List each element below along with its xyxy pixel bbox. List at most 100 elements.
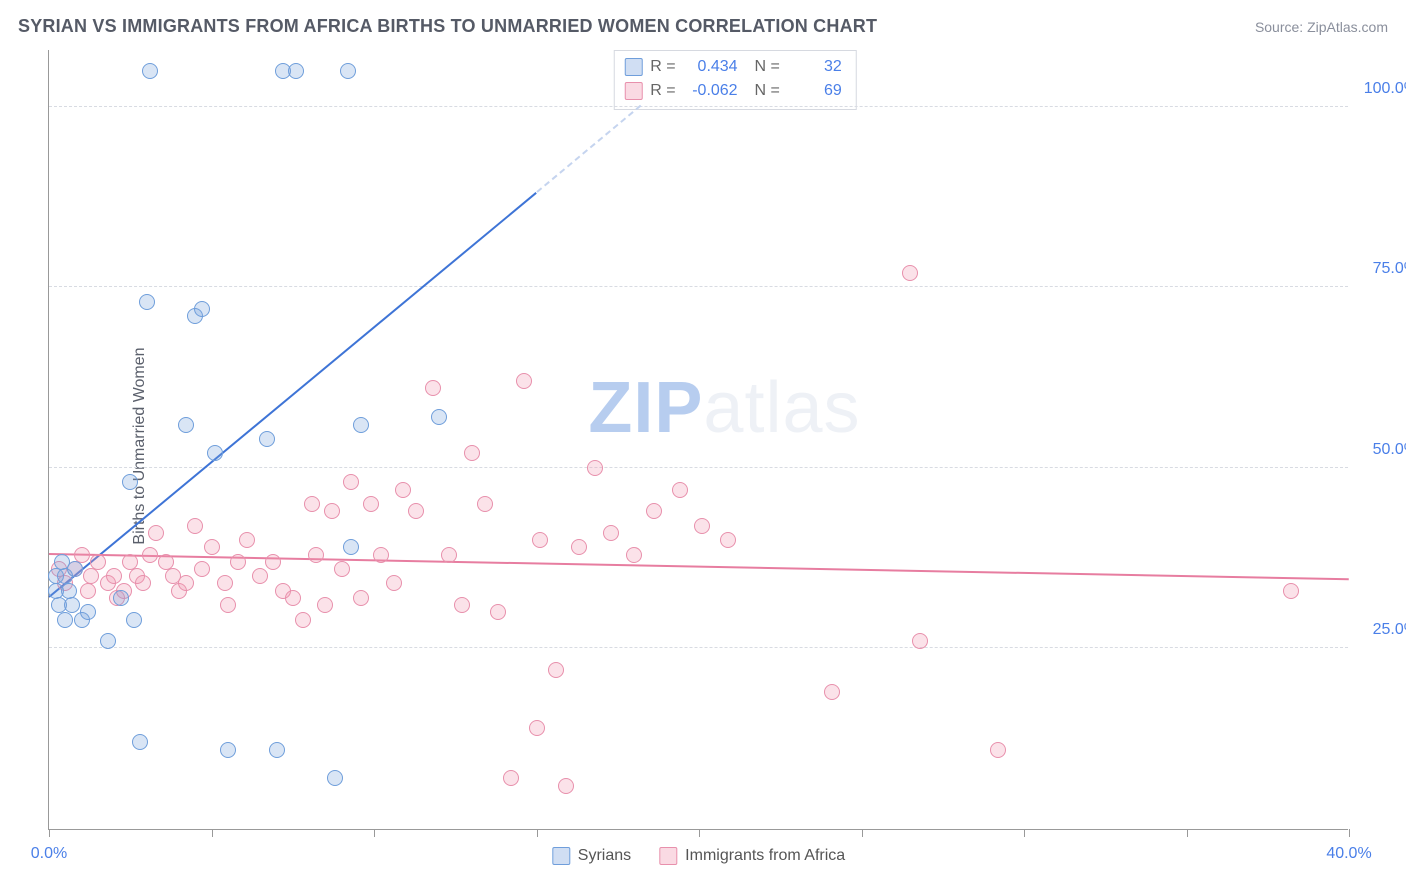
series-legend-africa: Immigrants from Africa xyxy=(659,847,845,865)
data-point-pink xyxy=(477,496,493,512)
trend-line xyxy=(48,192,537,598)
data-point-pink xyxy=(334,561,350,577)
x-tick xyxy=(49,829,50,837)
data-point-blue xyxy=(431,409,447,425)
data-point-pink xyxy=(106,568,122,584)
legend-swatch-pink xyxy=(624,82,642,100)
data-point-blue xyxy=(142,63,158,79)
data-point-pink xyxy=(252,568,268,584)
data-point-blue xyxy=(139,294,155,310)
data-point-pink xyxy=(503,770,519,786)
x-tick xyxy=(374,829,375,837)
data-point-pink xyxy=(148,525,164,541)
data-point-pink xyxy=(672,482,688,498)
data-point-pink xyxy=(990,742,1006,758)
data-point-blue xyxy=(57,568,73,584)
data-point-blue xyxy=(113,590,129,606)
data-point-pink xyxy=(142,547,158,563)
chart-title: SYRIAN VS IMMIGRANTS FROM AFRICA BIRTHS … xyxy=(18,16,877,37)
data-point-pink xyxy=(824,684,840,700)
data-point-pink xyxy=(720,532,736,548)
correlation-legend-row-africa: R =-0.062 N =69 xyxy=(624,79,842,103)
data-point-pink xyxy=(363,496,379,512)
data-point-pink xyxy=(587,460,603,476)
scatter-plot-area: ZIPatlas R =0.434 N =32 R =-0.062 N =69 … xyxy=(48,50,1348,830)
data-point-pink xyxy=(571,539,587,555)
x-tick xyxy=(862,829,863,837)
data-point-pink xyxy=(317,597,333,613)
data-point-pink xyxy=(90,554,106,570)
gridline xyxy=(49,286,1348,287)
data-point-blue xyxy=(288,63,304,79)
data-point-blue xyxy=(64,597,80,613)
gridline xyxy=(49,647,1348,648)
data-point-pink xyxy=(353,590,369,606)
data-point-pink xyxy=(395,482,411,498)
data-point-pink xyxy=(516,373,532,389)
data-point-pink xyxy=(464,445,480,461)
data-point-blue xyxy=(132,734,148,750)
data-point-pink xyxy=(285,590,301,606)
data-point-pink xyxy=(1283,583,1299,599)
data-point-pink xyxy=(304,496,320,512)
x-tick xyxy=(1024,829,1025,837)
watermark: ZIPatlas xyxy=(588,367,860,449)
data-point-pink xyxy=(626,547,642,563)
data-point-pink xyxy=(558,778,574,794)
data-point-pink xyxy=(441,547,457,563)
data-point-pink xyxy=(83,568,99,584)
data-point-pink xyxy=(490,604,506,620)
data-point-blue xyxy=(80,604,96,620)
data-point-pink xyxy=(902,265,918,281)
data-point-blue xyxy=(61,583,77,599)
x-tick xyxy=(1349,829,1350,837)
data-point-pink xyxy=(454,597,470,613)
data-point-blue xyxy=(340,63,356,79)
y-tick-label: 50.0% xyxy=(1358,441,1406,459)
data-point-blue xyxy=(259,431,275,447)
data-point-pink xyxy=(204,539,220,555)
data-point-pink xyxy=(187,518,203,534)
trend-line xyxy=(536,105,641,193)
data-point-blue xyxy=(269,742,285,758)
series-legend: Syrians Immigrants from Africa xyxy=(552,847,845,865)
data-point-pink xyxy=(603,525,619,541)
data-point-pink xyxy=(529,720,545,736)
data-point-pink xyxy=(217,575,233,591)
data-point-pink xyxy=(324,503,340,519)
gridline xyxy=(49,106,1348,107)
x-tick xyxy=(699,829,700,837)
data-point-blue xyxy=(327,770,343,786)
data-point-blue xyxy=(343,539,359,555)
data-point-pink xyxy=(220,597,236,613)
series-legend-syrians: Syrians xyxy=(552,847,631,865)
data-point-pink xyxy=(265,554,281,570)
data-point-pink xyxy=(646,503,662,519)
data-point-pink xyxy=(239,532,255,548)
y-tick-label: 75.0% xyxy=(1358,260,1406,278)
data-point-pink xyxy=(343,474,359,490)
data-point-pink xyxy=(230,554,246,570)
data-point-pink xyxy=(135,575,151,591)
data-point-blue xyxy=(57,612,73,628)
gridline xyxy=(49,467,1348,468)
data-point-pink xyxy=(912,633,928,649)
x-tick xyxy=(537,829,538,837)
source-attribution: Source: ZipAtlas.com xyxy=(1255,19,1388,35)
legend-swatch-blue-icon xyxy=(552,847,570,865)
data-point-pink xyxy=(194,561,210,577)
data-point-pink xyxy=(178,575,194,591)
data-point-blue xyxy=(207,445,223,461)
data-point-pink xyxy=(386,575,402,591)
correlation-legend: R =0.434 N =32 R =-0.062 N =69 xyxy=(613,50,857,110)
y-tick-label: 25.0% xyxy=(1358,621,1406,639)
y-tick-label: 100.0% xyxy=(1358,80,1406,98)
data-point-pink xyxy=(425,380,441,396)
data-point-blue xyxy=(194,301,210,317)
data-point-pink xyxy=(373,547,389,563)
x-tick xyxy=(1187,829,1188,837)
x-tick-label: 40.0% xyxy=(1326,845,1371,863)
legend-swatch-blue xyxy=(624,58,642,76)
correlation-legend-row-syrians: R =0.434 N =32 xyxy=(624,55,842,79)
data-point-blue xyxy=(126,612,142,628)
